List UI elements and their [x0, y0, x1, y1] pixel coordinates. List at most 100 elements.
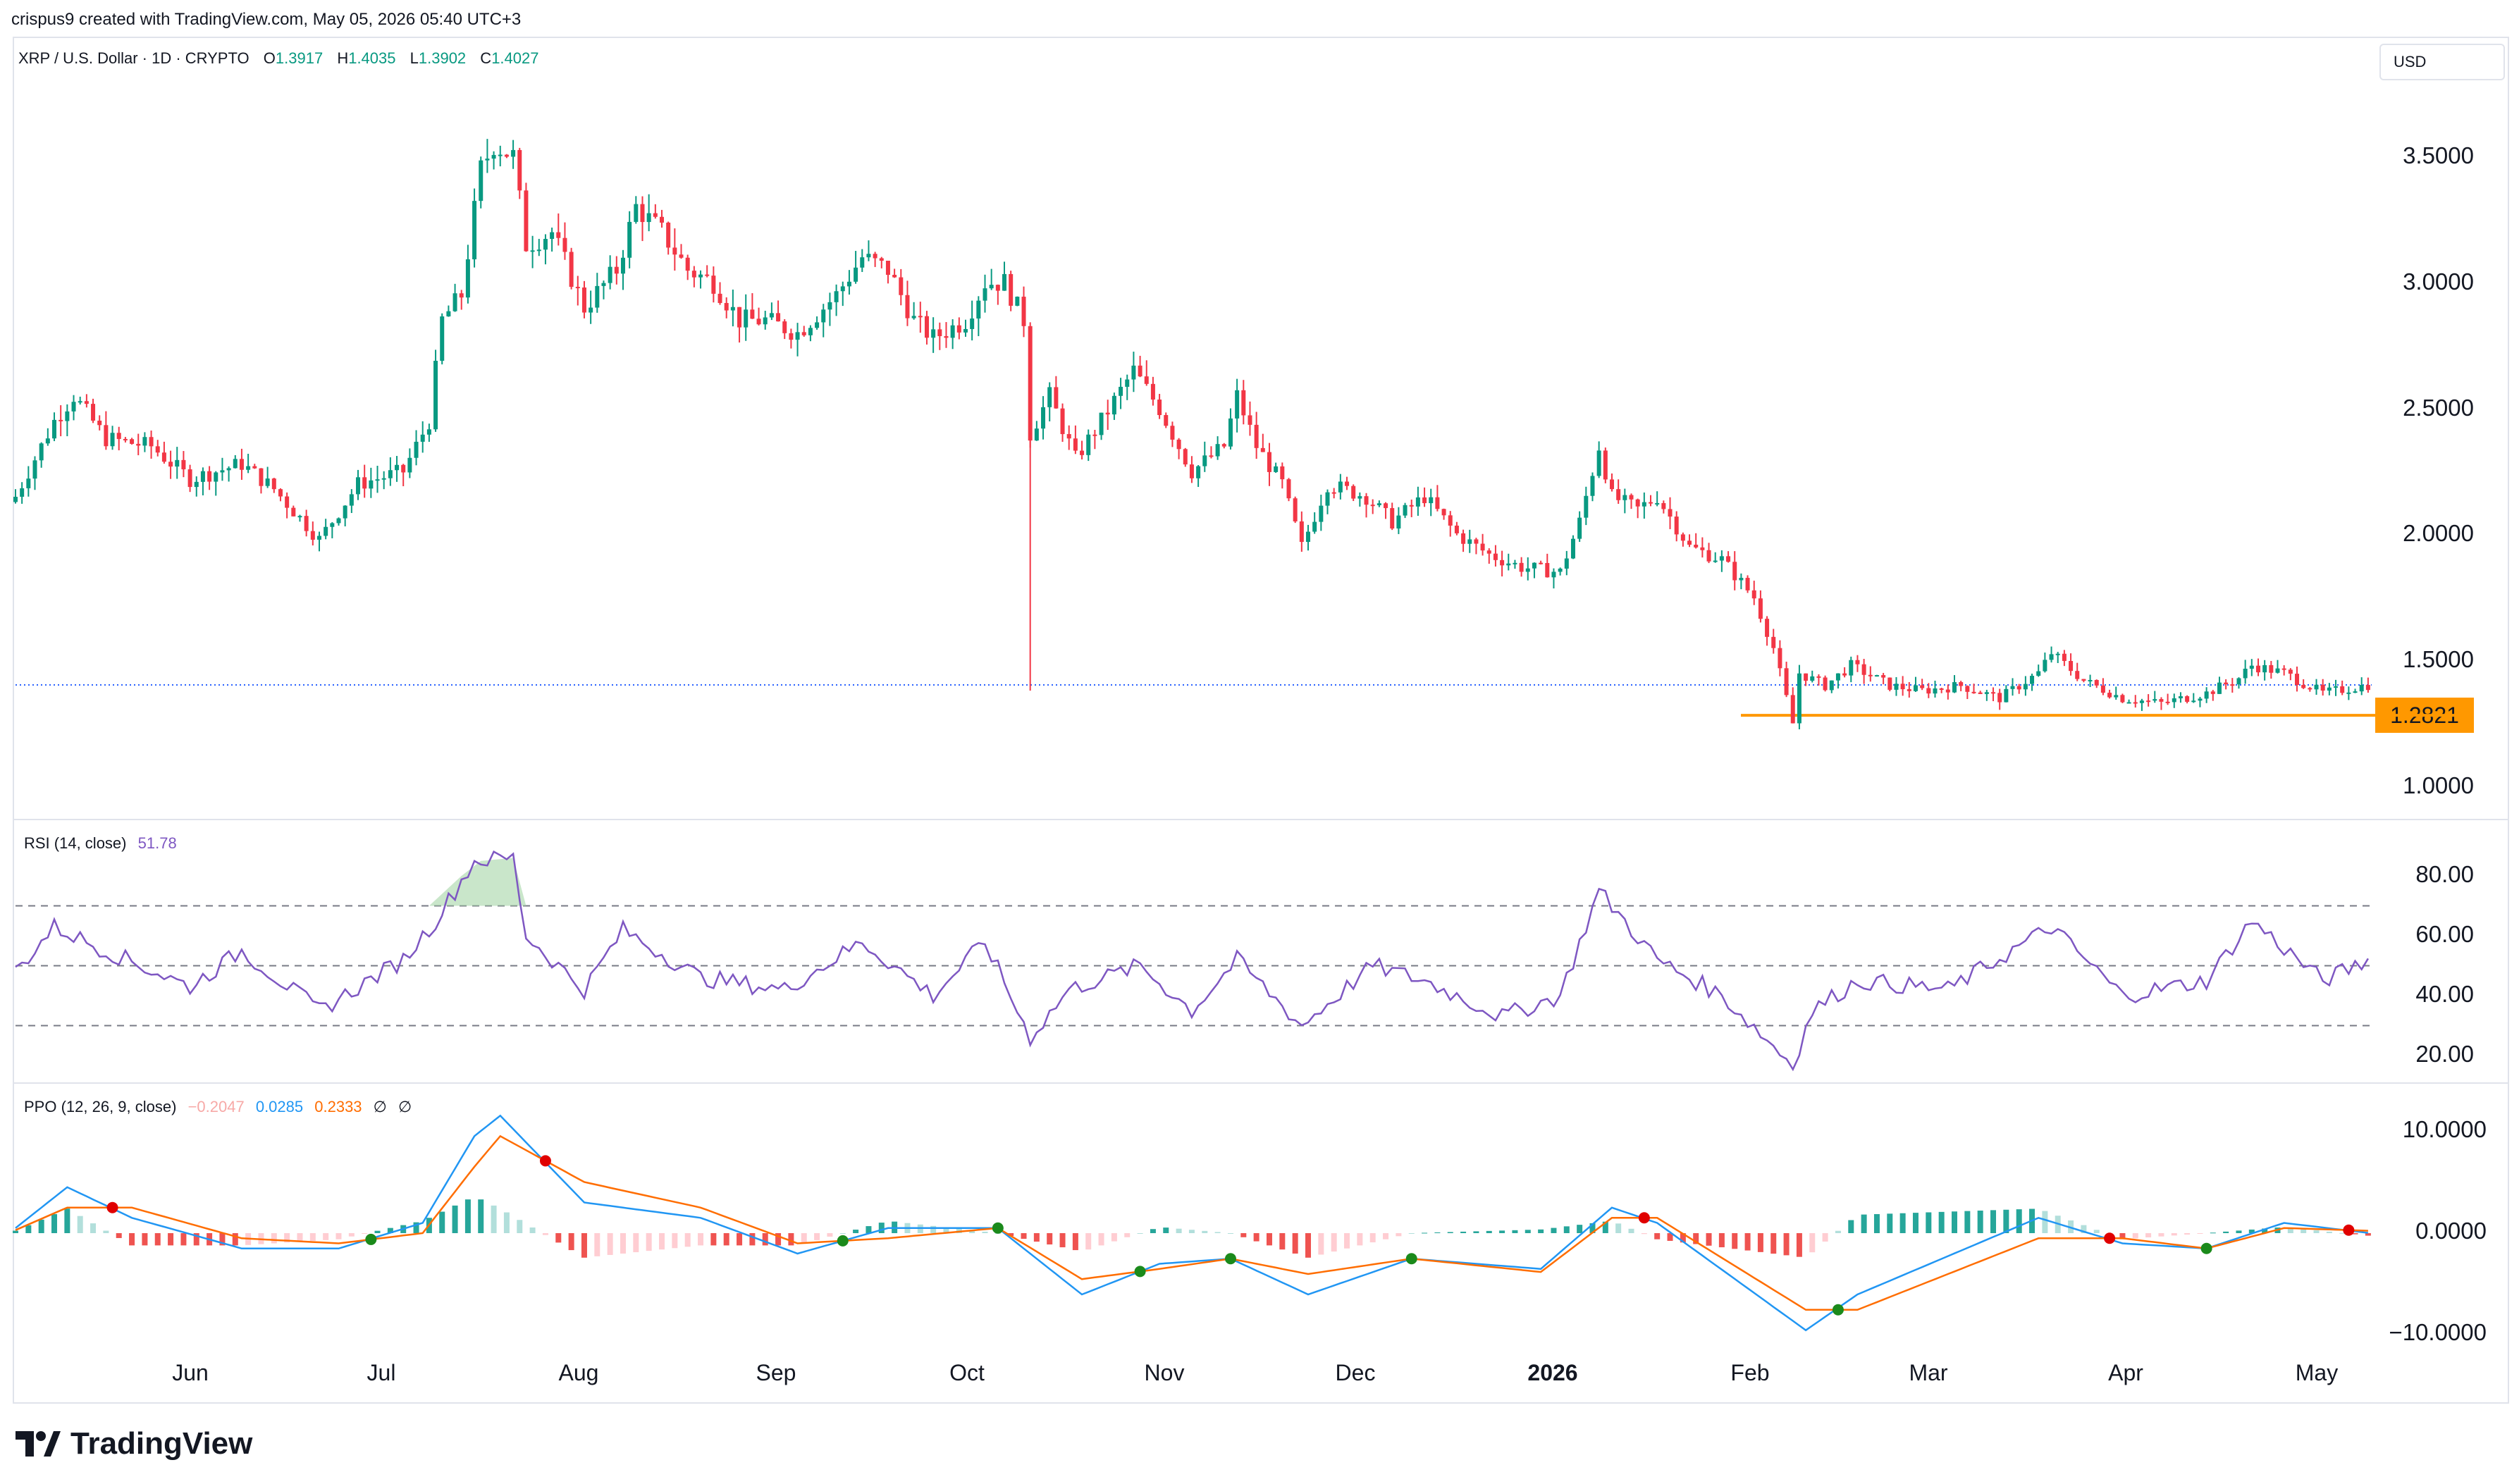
candle-body	[1060, 408, 1065, 435]
tradingview-logo[interactable]: TradingView	[16, 1426, 252, 1461]
ppo-histogram-bar	[1680, 1233, 1686, 1243]
candle-body	[1674, 517, 1679, 535]
candle-body	[685, 257, 690, 271]
ppo-histogram-bar	[1654, 1233, 1661, 1239]
candle-body	[45, 438, 50, 444]
ppo-histogram-bar	[1124, 1233, 1131, 1237]
x-tick-may: May	[2295, 1360, 2339, 1385]
ppo-histogram-bar	[2262, 1228, 2268, 1233]
candle-body	[123, 438, 128, 440]
ppo-histogram-bar	[464, 1199, 471, 1233]
ppo-bullish-cross	[1405, 1253, 1417, 1265]
x-tick-jun: Jun	[172, 1360, 209, 1385]
candle-body	[524, 190, 529, 252]
x-tick-mar: Mar	[1909, 1360, 1948, 1385]
candle-body	[543, 239, 548, 250]
candle-body	[265, 478, 270, 486]
candle-body	[2139, 700, 2144, 703]
ppo-histogram-bar	[1589, 1223, 1596, 1233]
candle-body	[78, 401, 82, 403]
candle-body	[1248, 415, 1252, 425]
candle-body	[1984, 692, 1989, 694]
candle-body	[620, 257, 625, 274]
candle-body	[136, 443, 141, 446]
ppo-histogram-bar	[930, 1225, 937, 1233]
candle-body	[1274, 466, 1279, 472]
pane-separator-ppo[interactable]	[13, 1082, 2509, 1084]
ppo-histogram-bar	[1718, 1233, 1725, 1248]
ppo-histogram-bar	[2236, 1230, 2242, 1233]
ppo-histogram-bar	[2223, 1231, 2229, 1233]
ppo-histogram-bar	[1098, 1233, 1104, 1246]
candle-body	[239, 459, 244, 470]
ppo-histogram-bar	[439, 1211, 445, 1233]
candle-body	[2249, 665, 2254, 669]
ppo-histogram-bar	[1757, 1233, 1763, 1252]
candle-body	[214, 472, 218, 482]
candle-body	[1855, 660, 1860, 664]
candle-body	[1493, 553, 1498, 560]
ppo-histogram-bar	[1602, 1221, 1608, 1233]
candle-body	[465, 259, 470, 298]
candle-body	[1758, 598, 1763, 619]
currency-button[interactable]: USD	[2379, 44, 2505, 80]
candle-body	[110, 433, 115, 447]
candle-body	[2301, 685, 2306, 688]
ppo-histogram-bar	[335, 1233, 342, 1239]
ppo-histogram-bar	[1809, 1233, 1816, 1253]
candle-body	[834, 291, 839, 302]
candle-body	[795, 332, 800, 340]
candle-body	[705, 274, 710, 276]
candle-body	[1183, 449, 1188, 465]
candle-body	[634, 204, 639, 222]
candle-body	[1532, 562, 1536, 569]
candle-body	[1997, 693, 2002, 703]
ppo-value: 0.0285	[255, 1098, 304, 1115]
candle-body	[1054, 387, 1059, 409]
candle-body	[2295, 674, 2300, 686]
candle-body	[2275, 668, 2280, 673]
ppo-histogram-bar	[2132, 1233, 2138, 1239]
candle-body	[801, 332, 806, 335]
rsi-value: 51.78	[137, 834, 177, 852]
candle-body	[1900, 684, 1905, 690]
candle-body	[1376, 503, 1381, 505]
ppo-histogram-bar	[323, 1233, 329, 1240]
candle-body	[316, 536, 321, 540]
ppo-histogram-bar	[568, 1233, 574, 1251]
ppo-histogram-bar	[1990, 1210, 1997, 1233]
candle-body	[2243, 669, 2248, 679]
candle-body	[1849, 660, 1854, 676]
ppo-histogram-bar	[1563, 1226, 1570, 1233]
candle-body	[200, 471, 205, 482]
ppo-histogram-bar	[491, 1205, 497, 1233]
ppo-histogram-bar	[1926, 1212, 1932, 1233]
ppo-histogram-bar	[542, 1233, 548, 1235]
ppo-histogram-bar	[387, 1228, 393, 1233]
ppo-bullish-cross	[365, 1233, 377, 1245]
candle-body	[1920, 685, 1925, 688]
candle-body	[989, 285, 994, 289]
candle-body	[737, 307, 742, 328]
candle-body	[459, 293, 464, 298]
candle-body	[330, 523, 335, 527]
close-value: 1.4027	[491, 49, 539, 67]
ppo-histogram-bar	[1744, 1233, 1751, 1251]
candle-body	[646, 213, 651, 223]
ppo-histogram-bar	[2248, 1229, 2255, 1233]
pane-separator-rsi[interactable]	[13, 819, 2509, 820]
candle-body	[1558, 568, 1563, 572]
candle-body	[1804, 673, 1809, 681]
ppo-hist-value: −0.2047	[187, 1098, 245, 1115]
candle-body	[608, 266, 612, 283]
candle-body	[1971, 691, 1976, 693]
ppo-histogram-bar	[1344, 1233, 1350, 1249]
candle-body	[1390, 508, 1395, 529]
candle-body	[2126, 702, 2131, 704]
ppo-histogram-bar	[348, 1233, 355, 1237]
candle-body	[1810, 676, 1815, 681]
candle-body	[479, 160, 484, 202]
candle-body	[1028, 326, 1033, 441]
ppo-histogram-bar	[878, 1223, 885, 1233]
